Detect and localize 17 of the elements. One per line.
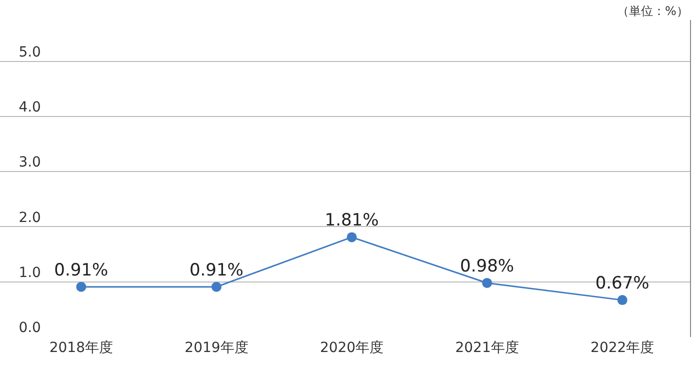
x-tick-label: 2022年度 [590, 340, 654, 356]
x-tick-label: 2018年度 [49, 340, 113, 356]
text: （単位：%） [617, 4, 688, 18]
y-tick-label: 2.0 [18, 210, 41, 226]
y-tick-label: 0.0 [18, 320, 41, 336]
y-tick-label: 3.0 [18, 154, 41, 171]
y-tick-label: 1.0 [18, 264, 41, 281]
data-label: 0.67% [595, 274, 650, 294]
x-tick-label: 2019年度 [184, 340, 248, 356]
data-label: 0.91% [189, 260, 244, 280]
x-tick-label: 2020年度 [320, 340, 384, 356]
data-label: 0.91% [54, 260, 108, 280]
y-tick-label: 5.0 [18, 44, 41, 60]
data-label: 1.81% [324, 210, 379, 231]
y-tick-label: 4.0 [18, 100, 41, 116]
x-tick-label: 2021年度 [455, 340, 519, 356]
data-label: 0.98% [460, 256, 514, 276]
